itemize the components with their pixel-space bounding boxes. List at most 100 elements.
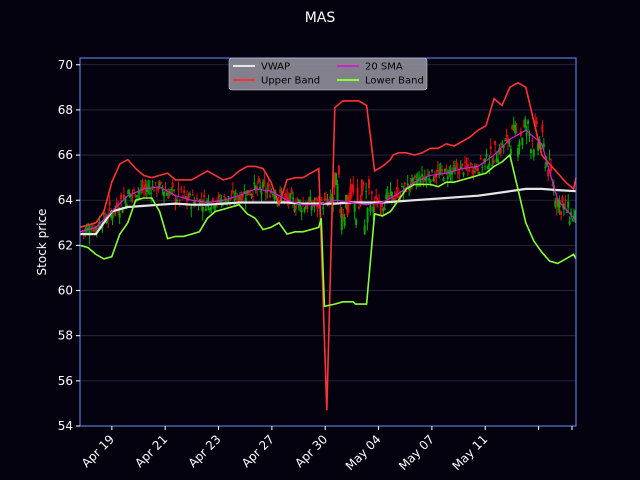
candle-body <box>570 212 573 216</box>
candle-body <box>466 164 469 168</box>
candle-body <box>183 190 186 193</box>
candle-body <box>144 184 147 189</box>
candle-body <box>161 188 164 191</box>
y-tick-label: 68 <box>58 103 73 117</box>
candle-body <box>175 199 178 202</box>
candle-body <box>554 200 557 207</box>
candle-body <box>92 228 95 232</box>
candle-body <box>534 120 537 125</box>
candle-body <box>263 179 266 185</box>
candle-body <box>512 125 515 128</box>
candle-body <box>201 206 204 212</box>
candle-body <box>491 164 494 166</box>
candle-body <box>122 194 125 199</box>
candle-body <box>316 204 319 209</box>
candle-body <box>244 197 247 202</box>
candle-body <box>462 172 465 175</box>
candle-body <box>273 196 276 200</box>
candle-body <box>240 196 243 201</box>
candle-body <box>435 174 438 178</box>
candle-body <box>132 189 135 191</box>
candle-body <box>465 165 468 167</box>
candle-body <box>382 208 385 211</box>
candle-body <box>521 138 524 145</box>
candle-body <box>372 206 375 213</box>
candle-body <box>380 202 383 207</box>
candle-body <box>304 206 307 209</box>
candle-body <box>541 124 544 133</box>
candle-body <box>293 208 296 212</box>
candle-body <box>337 165 340 176</box>
candle-body <box>282 200 285 202</box>
candle-body <box>547 169 550 177</box>
series-line-20-sma <box>79 129 577 233</box>
candle-body <box>297 199 300 204</box>
candle-body <box>335 173 338 185</box>
candle-body <box>184 196 187 198</box>
candle-body <box>362 181 365 186</box>
candle-body <box>486 166 489 169</box>
candle-body <box>504 140 507 142</box>
candle-body <box>429 180 432 182</box>
candle-body <box>489 146 492 149</box>
candle-body <box>111 216 114 219</box>
candle-body <box>368 179 371 189</box>
candle-body <box>347 195 350 204</box>
legend-label: Upper Band <box>261 76 320 87</box>
candle-body <box>468 170 471 172</box>
candle-body <box>196 198 199 200</box>
candle-body <box>333 172 336 188</box>
candle-body <box>187 196 190 201</box>
candle-body <box>165 192 168 196</box>
candle-body <box>561 196 564 203</box>
candle-body <box>422 179 425 181</box>
y-tick-label: 58 <box>58 329 73 343</box>
candle-body <box>236 197 239 200</box>
y-axis-label: Stock price <box>35 209 49 276</box>
candle-body <box>310 206 313 210</box>
candle-body <box>488 163 491 166</box>
candle-body <box>475 165 478 169</box>
candle-body <box>531 140 534 142</box>
candle-body <box>102 213 105 215</box>
series-line-vwap <box>80 187 577 236</box>
candle-body <box>193 201 196 205</box>
candle-body <box>204 209 207 211</box>
candle-body <box>451 171 454 175</box>
legend: VWAP Upper Band 20 SMA Lower Band <box>228 57 428 91</box>
candle-body <box>243 191 246 193</box>
candle-body <box>251 196 254 198</box>
candle-body <box>365 191 368 193</box>
candle-body <box>284 193 287 197</box>
candle-body <box>325 198 328 200</box>
candle-body <box>227 196 230 198</box>
candle-body <box>356 187 359 203</box>
candle-body <box>423 177 426 181</box>
candle-body <box>339 208 342 214</box>
y-tick-label: 60 <box>58 284 73 298</box>
candle-body <box>277 197 280 199</box>
y-tick-label: 70 <box>58 58 73 72</box>
candle-body <box>203 194 206 197</box>
candle-body <box>174 199 177 202</box>
candle-body <box>254 185 257 191</box>
candle-body <box>147 186 150 188</box>
candle-body <box>425 177 428 181</box>
candle-body <box>329 196 332 198</box>
candle-body <box>121 207 124 214</box>
candle-body <box>445 169 448 171</box>
candle-body <box>428 178 431 181</box>
candle-body <box>120 194 123 200</box>
candle-body <box>239 196 242 200</box>
candle-body <box>279 189 282 193</box>
candle-body <box>271 193 274 196</box>
series-line-lower-band <box>79 153 577 308</box>
x-tick-label: May 11 <box>449 432 490 473</box>
candle-body <box>125 204 128 207</box>
candle-body <box>398 196 401 199</box>
candle-body <box>551 184 554 186</box>
candle-body <box>267 183 270 187</box>
candle-body <box>188 193 191 196</box>
candle-body <box>432 179 435 182</box>
candle-body <box>439 168 442 171</box>
